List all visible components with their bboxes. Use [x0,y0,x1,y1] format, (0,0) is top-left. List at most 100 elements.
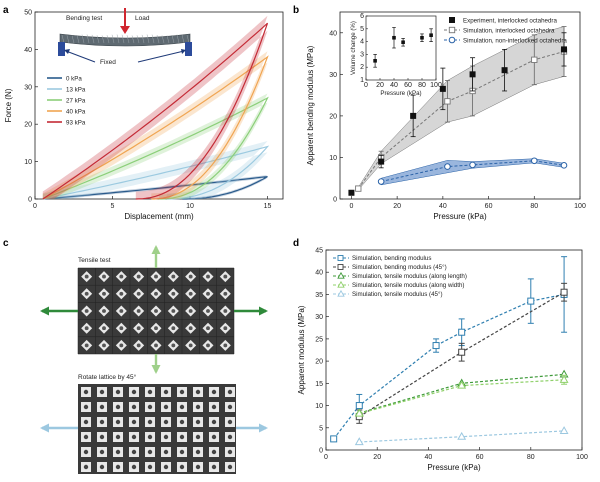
lattice-rotated-node [147,404,153,410]
b-exp-point [501,67,508,74]
d-series-point-0 [432,342,440,350]
d-legend-label-0: Simulation, bending modulus [352,255,431,262]
lattice-rotated-node [227,449,233,455]
lattice-tensile-cell-node [102,309,106,313]
lattice-tensile-cell-node [223,291,228,296]
a-series-band-4 [42,15,268,200]
lattice-rotated-node [131,464,137,470]
a-y-tick-label: 20 [24,122,32,129]
b-inset-point [401,40,405,45]
beam-texture [71,35,75,44]
a-series-line-4 [42,22,269,200]
lattice-tensile-cell-node [136,343,141,348]
lattice-rotated-node [83,449,89,455]
lattice-tensile-cell-node [171,343,176,348]
fixed-arrow-right-head [181,49,186,54]
arrow-left-green-head [40,306,49,316]
d-series-point-0 [527,297,535,305]
b-legend-marker-0 [449,17,455,23]
lattice-tensile-cell-node [84,343,89,348]
lattice-rotated-node [179,389,185,395]
lattice-rotated-node [147,464,153,470]
d-legend-label-1: Simulation, bending modulus (45°) [352,264,447,271]
b-legend-label-2: Simulation, non-interlocked octahedra [463,37,567,44]
d-y-tick-label: 0 [319,448,323,455]
d-legend-marker-3 [337,280,345,288]
d-x-axis-label: Pressure (kPa) [427,463,481,472]
b-inset-x-tick-label: 100 [430,82,442,89]
lattice-rotated-node [211,389,217,395]
a-x-tick-label: 5 [111,203,115,210]
b-sim-point [355,185,362,192]
panel-label-c: c [3,238,9,249]
lattice-tensile-cell-node [188,343,193,348]
d-x-tick-label: 20 [373,454,381,461]
lattice-rotated-node [115,434,121,440]
d-plot-frame [325,249,583,451]
lattice-rotated-base [78,384,236,474]
lattice-tensile-cell-node [102,274,106,279]
beam-texture [126,35,130,44]
arrow-left-lightblue-head [40,423,49,433]
a-legend-label-2: 27 kPa [66,97,86,104]
b-inset-x-tick-label: 80 [418,82,426,89]
a-series-line-0 [42,176,268,200]
panel-label-a: a [3,5,9,16]
lattice-tensile-cell-node [119,343,124,348]
b-y-tick-label: 10 [329,155,337,162]
d-y-tick-label: 5 [319,425,323,432]
lattice-tensile-cell-node [119,309,124,313]
d-legend-label-4: Simulation, tensile modulus (45°) [352,291,443,298]
fixed-arrow-left-head [64,49,70,54]
lattice-rotated-node [147,389,153,395]
a-y-tick-label: 50 [24,10,32,17]
beam-texture [141,34,145,44]
lattice-tensile-cell-node [136,326,141,331]
b-y-tick-label: 40 [329,30,337,37]
lattice-tensile-cell-node [84,326,89,331]
lattice-tensile-cell-node [119,274,124,279]
lattice-tensile-cell-node [171,326,176,331]
beam-texture [186,34,190,44]
lattice-rotated-node [115,419,121,425]
beam-texture [111,34,115,44]
beam-texture [76,35,80,44]
a-series-band-0 [42,175,268,199]
b-sim-point [531,56,538,63]
b-x-tick-label: 100 [574,203,586,210]
d-y-tick-label: 35 [315,292,323,299]
beam-texture [151,34,155,44]
d-y-tick-label: 10 [315,403,323,410]
b-inset-y-tick-label: 5 [360,26,364,33]
beam-texture [166,35,170,44]
beam-texture [91,34,95,44]
beam-texture [146,34,150,44]
rotate-lattice-label: Rotate lattice by 45° [78,373,137,381]
d-series-point-4 [354,437,364,446]
b-inset-x-axis-label: Pressure (kPa) [380,90,421,97]
a-x-tick-label: 15 [264,203,272,210]
a-y-tick-label: 40 [24,47,32,54]
d-series-point-0 [330,435,338,443]
lattice-tensile-cell-node [119,291,124,296]
beam-texture [181,34,185,44]
panel-d-chart: 0 20 40 60 80 100 0 5 10 15 20 25 30 35 40 45 Pressure (… [297,248,588,473]
lattice-tensile-cell-node [206,291,210,296]
d-series-point-3 [559,374,569,383]
lattice-tensile-cell-node [188,274,193,279]
a-series-band-2 [42,93,268,199]
lattice-tensile-cell-node [206,326,210,331]
b-sim-line [357,50,565,189]
beam-shape [59,33,191,47]
lattice-tensile-cell-node [223,343,228,348]
b-y-tick-label: 20 [329,113,337,120]
lattice-tensile-cell-node [102,326,106,331]
lattice-rotated-node [211,419,217,425]
lattice-rotated-node [99,434,105,440]
load-label: Load [135,15,150,22]
lattice-rotated-node [163,404,169,410]
b-inset-point [429,33,433,37]
fixed-label: Fixed [100,59,116,66]
lattice-tensile-cell-node [206,274,210,279]
lattice-tensile-cell-node [84,291,89,296]
